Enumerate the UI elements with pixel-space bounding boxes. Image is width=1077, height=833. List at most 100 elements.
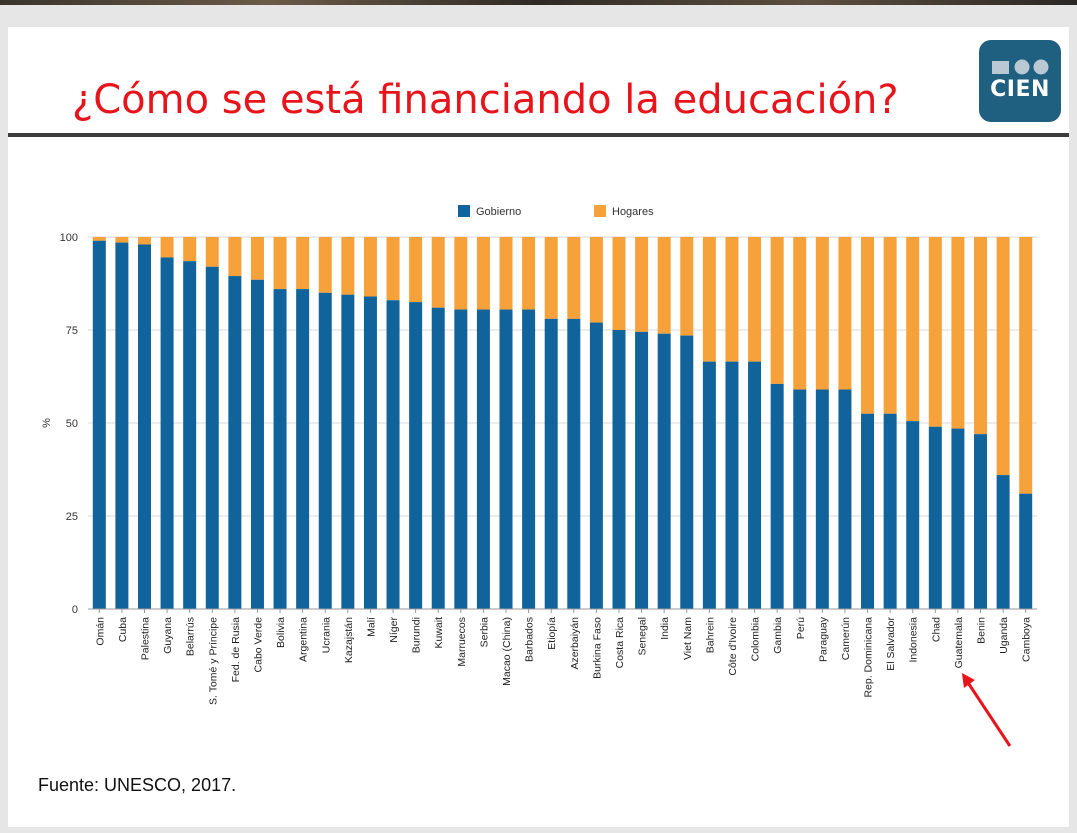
x-tick-label: India bbox=[659, 617, 671, 640]
y-tick-label: 50 bbox=[66, 418, 78, 430]
logo-shapes-icon bbox=[992, 59, 1049, 75]
bar-gobierno bbox=[250, 279, 264, 609]
x-tick-label: El Salvador bbox=[885, 617, 897, 671]
bar-gobierno bbox=[748, 361, 762, 609]
bar-hogares bbox=[499, 237, 513, 310]
bar-hogares bbox=[883, 237, 897, 414]
bar-gobierno bbox=[612, 330, 626, 609]
bar-gobierno bbox=[318, 292, 332, 609]
bar-gobierno bbox=[454, 309, 468, 609]
bar-gobierno bbox=[996, 475, 1010, 609]
x-tick-label: Níger bbox=[388, 617, 400, 643]
x-tick-label: Côte d'Ivoire bbox=[727, 617, 739, 676]
x-tick-label: Marruecos bbox=[456, 617, 468, 667]
y-tick-label: 100 bbox=[60, 232, 78, 244]
bar-gobierno bbox=[702, 361, 716, 609]
bar-hogares bbox=[160, 237, 174, 258]
bar-gobierno bbox=[951, 428, 965, 609]
bar-hogares bbox=[1019, 237, 1033, 494]
bar-gobierno bbox=[499, 309, 513, 609]
bar-hogares bbox=[974, 237, 988, 435]
legend-label-gobierno: Gobierno bbox=[476, 206, 521, 218]
bar-hogares bbox=[793, 237, 807, 390]
x-tick-label: Uganda bbox=[998, 617, 1010, 654]
bar-gobierno bbox=[273, 289, 287, 609]
bar-gobierno bbox=[386, 300, 400, 609]
bar-gobierno bbox=[137, 244, 151, 609]
bar-hogares bbox=[951, 237, 965, 429]
x-tick-label: Guatemala bbox=[953, 617, 965, 669]
legend-swatch-hogares bbox=[594, 205, 606, 217]
x-tick-label: Burkina Faso bbox=[591, 617, 603, 679]
x-tick-label: Omán bbox=[94, 617, 106, 646]
x-tick-label: Perú bbox=[795, 617, 807, 639]
bar-gobierno bbox=[725, 361, 739, 609]
bar-hogares bbox=[318, 237, 332, 293]
bar-hogares bbox=[273, 237, 287, 290]
bar-gobierno bbox=[793, 389, 807, 609]
bar-hogares bbox=[92, 237, 106, 241]
bar-gobierno bbox=[589, 322, 603, 609]
bar-gobierno bbox=[431, 307, 445, 609]
bar-gobierno bbox=[635, 331, 649, 609]
x-tick-label: Rep. Dominicana bbox=[863, 617, 875, 698]
legend: Gobierno Hogares bbox=[458, 205, 654, 218]
x-tick-label: Cabo Verde bbox=[252, 617, 264, 673]
bar-gobierno bbox=[115, 242, 129, 609]
bar-gobierno bbox=[680, 335, 694, 609]
axes: 0 25 50 75 100% Omán Cuba Palestina Guyana Belarr… bbox=[41, 232, 1037, 705]
x-tick-label: Palestina bbox=[139, 617, 151, 660]
highlight-arrow-shaft bbox=[965, 680, 1012, 747]
top-image-strip bbox=[0, 0, 1077, 5]
x-tick-label: S. Tomé y Príncipe bbox=[207, 617, 219, 705]
bar-hogares bbox=[589, 237, 603, 323]
x-tick-label: Malí bbox=[365, 617, 377, 637]
bar-hogares bbox=[702, 237, 716, 362]
bar-hogares bbox=[386, 237, 400, 301]
bar-gobierno bbox=[928, 426, 942, 609]
bar-hogares bbox=[250, 237, 264, 280]
x-tick-label: Paraguay bbox=[817, 616, 829, 662]
bar-hogares bbox=[137, 237, 151, 245]
bar-hogares bbox=[363, 237, 377, 297]
x-tick-label: Indonesia bbox=[908, 617, 920, 663]
bar-hogares bbox=[296, 237, 310, 290]
bar-gobierno bbox=[205, 266, 219, 609]
y-tick-label: 25 bbox=[66, 511, 78, 523]
x-tick-label: Argentina bbox=[298, 617, 310, 662]
bar-hogares bbox=[567, 237, 581, 319]
bar-hogares bbox=[657, 237, 671, 334]
bar-hogares bbox=[205, 237, 219, 267]
logo-circle-shape bbox=[1033, 59, 1049, 75]
x-tick-label: Belarrús bbox=[185, 617, 197, 656]
bar-hogares bbox=[341, 237, 355, 295]
bar-hogares bbox=[928, 237, 942, 427]
x-tick-label: Ucrania bbox=[320, 617, 332, 653]
bar-gobierno bbox=[92, 240, 106, 609]
bar-gobierno bbox=[341, 294, 355, 609]
x-tick-label: Gambia bbox=[772, 617, 784, 654]
x-tick-label: Viet Nam bbox=[682, 617, 694, 660]
x-tick-label: Senegal bbox=[637, 617, 649, 656]
x-tick-label: Macao (China) bbox=[501, 617, 513, 686]
x-tick-label: Costa Rica bbox=[614, 617, 626, 669]
bar-hogares bbox=[409, 237, 423, 303]
x-tick-label: Kazajstán bbox=[343, 617, 355, 663]
slide-title: ¿Cómo se está financiando la educación? bbox=[72, 77, 899, 123]
bar-hogares bbox=[680, 237, 694, 336]
bar-gobierno bbox=[567, 318, 581, 609]
bar-hogares bbox=[183, 237, 197, 262]
bar-gobierno bbox=[838, 389, 852, 609]
legend-swatch-gobierno bbox=[458, 205, 470, 217]
bar-gobierno bbox=[657, 333, 671, 609]
bar-hogares bbox=[906, 237, 920, 422]
bar-gobierno bbox=[160, 257, 174, 609]
bars bbox=[92, 237, 1033, 609]
bar-gobierno bbox=[770, 383, 784, 609]
logo-text: CIEN bbox=[990, 77, 1050, 102]
bar-hogares bbox=[476, 237, 490, 310]
x-tick-label: Guyana bbox=[162, 617, 174, 654]
bar-gobierno bbox=[906, 421, 920, 609]
y-tick-label: 75 bbox=[66, 325, 78, 337]
